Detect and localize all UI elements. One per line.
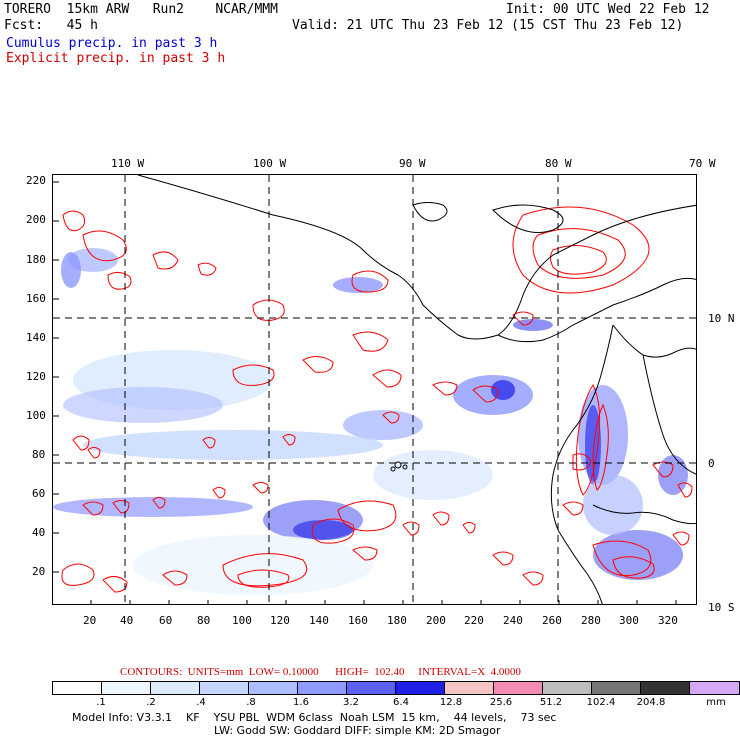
legend-label: .8	[246, 697, 256, 708]
x-tick: 220	[464, 614, 484, 627]
cumulus-shading	[53, 248, 688, 595]
x-tick: 320	[658, 614, 678, 627]
y-tick: 200	[26, 213, 46, 226]
legend-swatch	[151, 682, 200, 694]
legend-swatch	[53, 682, 102, 694]
legend-swatch	[347, 682, 396, 694]
x-tick: 40	[120, 614, 134, 627]
header-title: TORERO 15km ARW Run2 NCAR/MMM	[4, 2, 278, 17]
x-tick: 160	[348, 614, 368, 627]
legend-label: .2	[146, 697, 156, 708]
y-tick: 40	[32, 526, 46, 539]
coastlines	[137, 175, 696, 604]
y-tick: 100	[26, 409, 46, 422]
legend-swatch	[690, 682, 739, 694]
x-tick: 20	[83, 614, 97, 627]
legend-swatch	[298, 682, 347, 694]
explicit-label: Explicit precip. in past 3 h	[6, 51, 226, 66]
header-forecast: Fcst: 45 h	[4, 18, 98, 33]
x-tick: 180	[387, 614, 407, 627]
legend-label: 3.2	[343, 697, 359, 708]
y-tick: 60	[32, 487, 46, 500]
x-tick: 100	[232, 614, 252, 627]
cumulus-label: Cumulus precip. in past 3 h	[6, 36, 218, 51]
y-tick: 80	[32, 448, 46, 461]
legend-swatch	[102, 682, 151, 694]
legend-label: 102.4	[586, 697, 616, 708]
x-tick: 300	[619, 614, 639, 627]
y-tick: 180	[26, 253, 46, 266]
legend-swatch	[200, 682, 249, 694]
legend-swatch	[396, 682, 445, 694]
x-tick: 280	[581, 614, 601, 627]
lon-label-70w: 70 W	[689, 157, 716, 170]
x-tick: 140	[309, 614, 329, 627]
lon-label-80w: 80 W	[545, 157, 572, 170]
model-info: Model Info: V3.3.1 KF YSU PBL WDM 6class…	[72, 711, 557, 724]
legend-swatch	[543, 682, 592, 694]
lon-label-110w: 110 W	[111, 157, 145, 170]
x-tick: 200	[426, 614, 446, 627]
x-tick: 240	[503, 614, 523, 627]
axis-ticks	[53, 181, 677, 604]
x-tick: 120	[270, 614, 290, 627]
legend-label: 6.4	[393, 697, 409, 708]
legend-label: 204.8	[636, 697, 666, 708]
lat-label-10s: 10 S	[708, 601, 735, 614]
legend-label: 25.6	[489, 697, 513, 708]
x-tick: 60	[159, 614, 173, 627]
map-canvas	[53, 175, 696, 604]
legend-swatch	[641, 682, 690, 694]
y-tick: 140	[26, 331, 46, 344]
legend-swatch	[592, 682, 641, 694]
legend-label: 51.2	[539, 697, 563, 708]
y-tick: 160	[26, 292, 46, 305]
lon-label-90w: 90 W	[399, 157, 426, 170]
x-tick: 80	[197, 614, 211, 627]
lon-label-100w: 100 W	[253, 157, 287, 170]
lat-label-10n: 10 N	[708, 312, 735, 325]
legend-label: 12.8	[439, 697, 463, 708]
legend-swatch	[494, 682, 543, 694]
legend-colorbar	[52, 681, 740, 695]
legend-label: 1.6	[293, 697, 309, 708]
explicit-contours	[61, 206, 693, 593]
physics-info: LW: Godd SW: Goddard DIFF: simple KM: 2D…	[214, 724, 501, 737]
lat-label-0: 0	[708, 457, 715, 470]
y-tick: 120	[26, 370, 46, 383]
contours-info: CONTOURS: UNITS=mm LOW= 0.10000 HIGH= 10…	[120, 666, 521, 678]
x-tick: 260	[542, 614, 562, 627]
legend-swatch	[249, 682, 298, 694]
legend-units: mm	[706, 697, 726, 708]
legend-label: .1	[96, 697, 106, 708]
y-tick: 220	[26, 174, 46, 187]
legend-swatch	[445, 682, 494, 694]
legend-label: .4	[196, 697, 206, 708]
header-init: Init: 00 UTC Wed 22 Feb 12	[506, 2, 710, 17]
header-valid: Valid: 21 UTC Thu 23 Feb 12 (15 CST Thu …	[292, 18, 684, 33]
y-tick: 20	[32, 565, 46, 578]
precip-map	[52, 174, 697, 605]
